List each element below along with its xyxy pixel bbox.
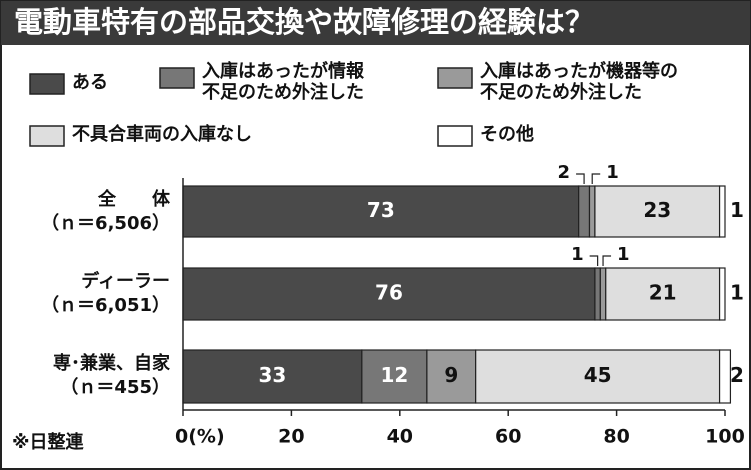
bar-segment [718, 185, 726, 238]
legend-swatch [159, 67, 195, 89]
legend-label: ある [72, 72, 108, 93]
category-label: ディーラー （ｎ＝6,051） [41, 271, 170, 316]
value-label: 2 [730, 363, 744, 387]
value-label: 21 [649, 281, 677, 305]
chart-title: 電動車特有の部品交換や故障修理の経験は？ [14, 5, 594, 39]
value-label: 33 [259, 363, 287, 387]
value-label: 76 [375, 281, 403, 305]
bar-segment [718, 349, 732, 404]
value-label: 1 [606, 162, 619, 183]
source: ※日整連 [12, 432, 84, 453]
value-label: 1 [730, 281, 744, 305]
x-tick-label: 100 [705, 426, 745, 448]
x-tick-label: 20 [278, 426, 304, 448]
legend-swatch [437, 67, 473, 89]
category-label: 専･兼業、自家 （ｎ＝455） [53, 353, 170, 398]
bar-segment [182, 349, 363, 404]
value-label: 73 [367, 198, 395, 222]
x-tick-label: 40 [387, 426, 413, 448]
legend-label: 不具合車両の入庫なし [72, 124, 252, 145]
value-label: 12 [380, 363, 408, 387]
legend-swatch [29, 73, 65, 95]
x-tick-label: 80 [603, 426, 629, 448]
value-label: 2 [558, 162, 571, 183]
bar-segment [475, 349, 721, 404]
bar-segment [578, 185, 591, 238]
leader-line [602, 255, 612, 266]
category-label: 全 体 （ｎ＝6,506） [41, 189, 170, 234]
legend-swatch [29, 125, 65, 147]
bar-segment [426, 349, 477, 404]
bar-segment [182, 185, 580, 238]
leader-line [589, 255, 599, 266]
bar-segment [182, 267, 596, 321]
bar-segment [718, 267, 726, 321]
x-tick-label: 60 [495, 426, 521, 448]
value-label: 1 [571, 244, 584, 265]
value-label: 1 [617, 244, 630, 265]
leader-line [576, 173, 585, 184]
bar-segment [594, 185, 721, 238]
leader-line [591, 173, 601, 184]
legend-label: 入庫はあったが情報 不足のため外注した [202, 61, 364, 103]
value-label: 1 [730, 198, 744, 222]
bar-segment [599, 267, 607, 321]
bar-segment [361, 349, 428, 404]
bar-segment [594, 267, 601, 321]
value-label: 45 [584, 363, 612, 387]
x-tick-label: 0(%) [175, 426, 225, 448]
value-label: 9 [444, 363, 458, 387]
bar-segment [605, 267, 721, 321]
bar-segment [588, 185, 596, 238]
legend-label: 入庫はあったが機器等の 不足のため外注した [480, 61, 678, 103]
title-bar [1, 1, 750, 45]
legend-label: その他 [480, 124, 534, 145]
legend-swatch [437, 125, 473, 147]
value-label: 23 [643, 198, 671, 222]
